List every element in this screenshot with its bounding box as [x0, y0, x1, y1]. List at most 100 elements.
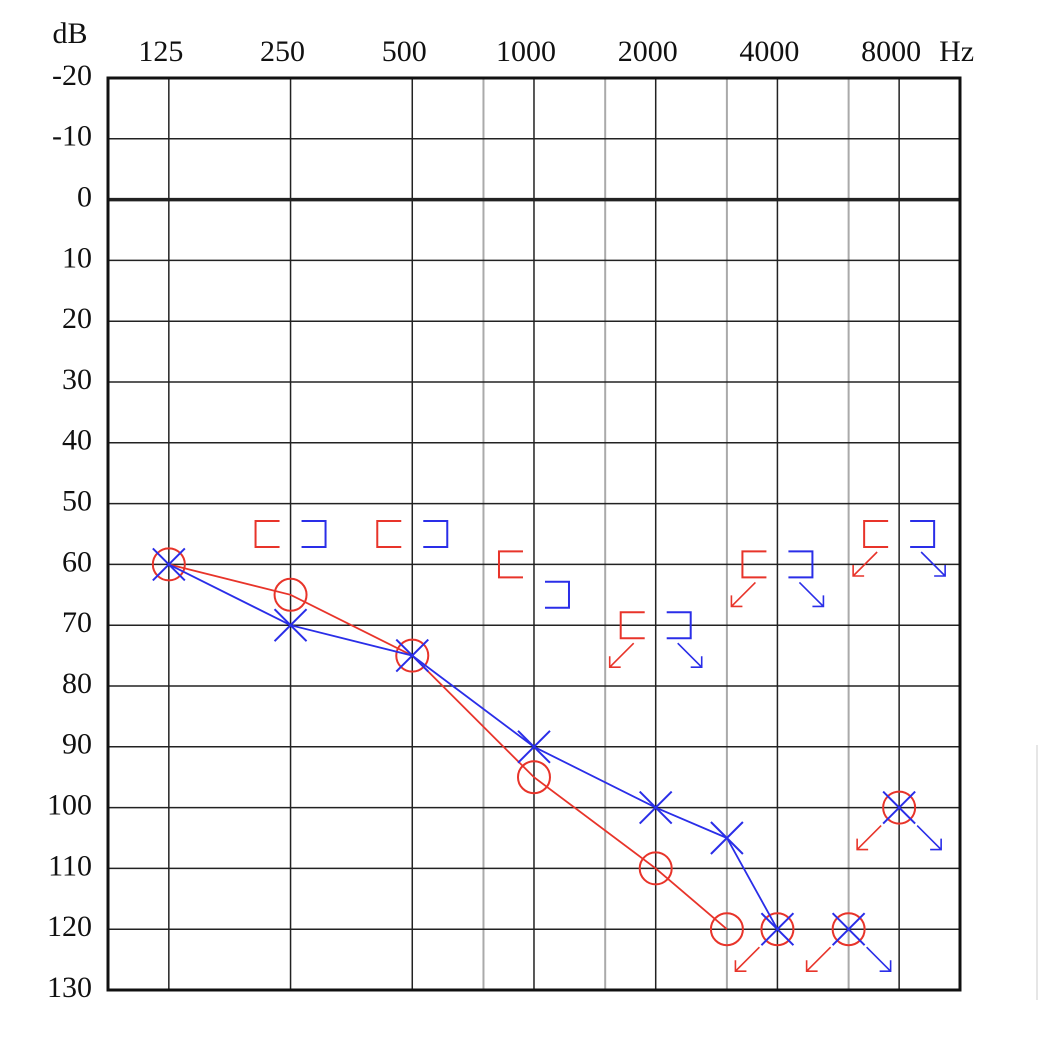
bracket-symbol: [788, 550, 814, 579]
y-tick-label: 40: [62, 424, 92, 457]
y-tick-label: 80: [62, 667, 92, 700]
no-response-arrow: [608, 642, 635, 668]
bracket-symbol: [423, 520, 449, 548]
no-response-arrow: [730, 581, 756, 608]
marker: [760, 912, 795, 946]
x-symbol: [395, 638, 429, 673]
x-tick-label: 1000: [496, 35, 556, 68]
y-tick-label: 10: [62, 241, 92, 274]
series: [831, 790, 942, 972]
series: [151, 547, 744, 947]
series: [301, 520, 570, 609]
marker: [516, 760, 551, 795]
y-tick-label: 30: [62, 363, 92, 396]
x-symbol: [831, 912, 866, 946]
circle-symbol: [760, 912, 795, 947]
y-tick-label: 50: [62, 484, 92, 517]
marker: [852, 520, 889, 577]
plot-border: [106, 76, 962, 992]
y-tick-label: 60: [62, 545, 92, 578]
marker: [151, 547, 186, 582]
x-symbol: [152, 547, 186, 582]
y-tick-label: 130: [47, 971, 92, 1004]
no-response-arrow: [916, 825, 942, 851]
x-tick-label: 250: [260, 35, 305, 68]
marker: [395, 638, 430, 673]
x-unit-label: Hz: [939, 35, 974, 68]
x-tick-label: 8000: [861, 35, 921, 68]
x-symbol: [710, 821, 744, 855]
bracket-symbol: [254, 520, 280, 548]
circle-symbol: [516, 760, 551, 795]
marker: [544, 580, 570, 609]
circle-symbol: [831, 912, 866, 947]
bracket-symbol: [497, 550, 523, 579]
bracket-symbol: [619, 611, 645, 640]
y-tick-label: -10: [52, 120, 92, 153]
bracket-symbol: [741, 550, 767, 579]
bracket-symbol: [910, 520, 936, 548]
circle-symbol: [709, 912, 744, 947]
y-tick-label: 70: [62, 606, 92, 639]
x-tick-label: 125: [138, 35, 183, 68]
marker: [608, 611, 645, 668]
bracket-symbol: [666, 611, 692, 640]
bracket-symbol: [544, 580, 570, 609]
y-tick-label: 120: [47, 910, 92, 943]
marker: [497, 550, 523, 579]
y-tick-label: 110: [48, 849, 92, 882]
marker: [395, 638, 429, 673]
marker: [423, 520, 449, 548]
marker: [709, 912, 744, 947]
no-response-arrow: [866, 946, 892, 972]
y-tick-label: 0: [77, 180, 92, 213]
circle-symbol: [273, 577, 308, 612]
bracket-symbol: [863, 520, 889, 548]
no-response-arrow: [852, 551, 878, 577]
marker: [517, 730, 551, 764]
series: [152, 547, 795, 946]
marker: [273, 577, 308, 612]
marker: [638, 851, 673, 886]
x-symbol: [517, 730, 551, 764]
series: [254, 520, 523, 579]
no-response-arrow: [798, 581, 825, 608]
y-axis-label: dB: [52, 17, 87, 50]
circle-symbol: [151, 547, 186, 582]
marker: [882, 790, 942, 851]
marker: [301, 520, 327, 548]
x-symbol: [273, 608, 308, 642]
circle-symbol: [638, 851, 673, 886]
no-response-arrow: [677, 642, 703, 668]
marker: [734, 912, 795, 972]
marker: [638, 790, 673, 825]
x-symbol: [638, 790, 673, 825]
x-symbol: [882, 790, 916, 825]
y-tick-label: -20: [52, 59, 92, 92]
bracket-symbol: [301, 520, 327, 548]
y-tick-label: 90: [62, 728, 92, 761]
y-tick-label: 100: [47, 788, 92, 821]
marker: [710, 821, 744, 855]
marker: [805, 912, 866, 972]
marker: [910, 520, 946, 577]
circle-symbol: [882, 790, 917, 825]
bracket-symbol: [376, 520, 402, 548]
x-tick-label: 500: [382, 35, 427, 68]
series: [734, 790, 917, 972]
marker: [856, 790, 917, 851]
marker: [254, 520, 280, 548]
marker: [273, 608, 308, 642]
marker: [831, 912, 892, 972]
series: [608, 520, 889, 668]
marker: [376, 520, 402, 548]
no-response-arrow: [920, 551, 946, 577]
marker: [666, 611, 703, 668]
marker: [788, 550, 825, 608]
x-symbol: [760, 912, 795, 946]
x-tick-label: 4000: [739, 35, 799, 68]
x-tick-label: 2000: [618, 35, 678, 68]
no-response-arrow: [856, 825, 882, 851]
no-response-arrow: [734, 946, 760, 972]
